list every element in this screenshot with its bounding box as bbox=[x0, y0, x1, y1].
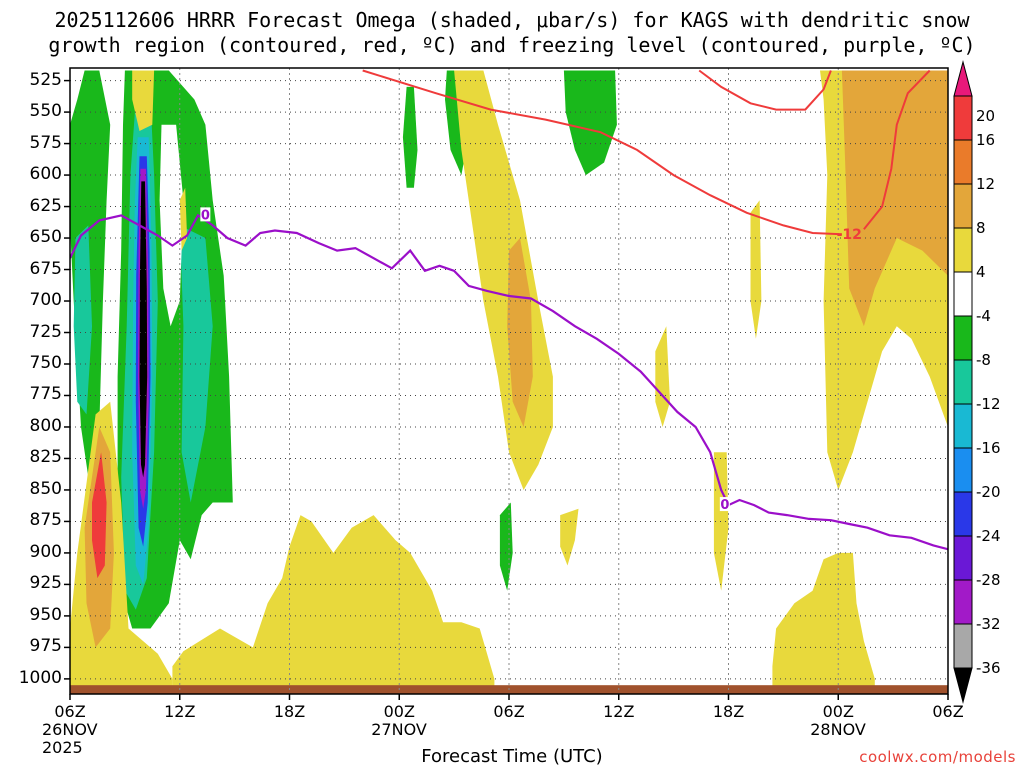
y-tick-label-950: 950 bbox=[29, 604, 62, 625]
omega-region-yellow-top-morning bbox=[132, 70, 155, 131]
colorbar-box bbox=[953, 183, 973, 229]
dendritic-contour-segment bbox=[362, 69, 842, 236]
y-tick-label-925: 925 bbox=[29, 573, 62, 594]
colorbar-label: -16 bbox=[976, 439, 1001, 457]
omega-region-green-ascent-0830z bbox=[563, 70, 617, 176]
x-date-label: 27NOV bbox=[371, 720, 427, 739]
y-tick-label-875: 875 bbox=[29, 510, 62, 531]
colorbar-box bbox=[953, 95, 973, 141]
omega-region-yellow-small-09z bbox=[560, 508, 579, 566]
colorbar-box bbox=[953, 623, 973, 669]
x-tick-label: 06Z bbox=[932, 702, 964, 721]
dendritic-contour-label: -12 bbox=[837, 227, 862, 243]
colorbar-box bbox=[953, 139, 973, 185]
x-tick-label: 00Z bbox=[822, 702, 854, 721]
colorbar-box bbox=[953, 403, 973, 449]
y-tick-label-700: 700 bbox=[29, 290, 62, 311]
y-tick-label-550: 550 bbox=[29, 101, 62, 122]
freezing-label-bg bbox=[719, 497, 730, 512]
colorbar-box bbox=[953, 491, 973, 537]
y-tick-label-800: 800 bbox=[29, 415, 62, 436]
x-date-label: 26NOV bbox=[42, 720, 98, 739]
y-tick-label-750: 750 bbox=[29, 352, 62, 373]
colorbar-label: 4 bbox=[976, 263, 986, 281]
chart-title-line-1: 2025112606 HRRR Forecast Omega (shaded, … bbox=[54, 8, 970, 32]
colorbar bbox=[953, 60, 973, 704]
colorbar-label: -28 bbox=[976, 571, 1001, 589]
x-tick-label: 18Z bbox=[273, 702, 306, 721]
x-tick-label: 06Z bbox=[493, 702, 525, 721]
y-tick-label-600: 600 bbox=[29, 164, 62, 185]
colorbar-label: 12 bbox=[976, 175, 996, 193]
dendritic-contour-segment bbox=[863, 69, 931, 230]
omega-region-teal-ascent-side bbox=[179, 225, 213, 503]
dendritic-growth-contour bbox=[362, 69, 931, 236]
x-date-label: 28NOV bbox=[810, 720, 866, 739]
omega-region-yellow-small-1730z bbox=[713, 452, 729, 591]
omega-region-yellow-small-1230z bbox=[179, 187, 188, 251]
colorbar-label: 16 bbox=[976, 131, 996, 149]
y-tick-label-725: 725 bbox=[29, 321, 62, 342]
omega-region-red-low-left bbox=[92, 452, 107, 579]
omega-region-yellow-low-level bbox=[172, 515, 495, 694]
y-tick-label-525: 525 bbox=[29, 69, 62, 90]
colorbar-label: -12 bbox=[976, 395, 1001, 413]
colorbar-bottom-arrow bbox=[953, 667, 973, 704]
y-tick-label-850: 850 bbox=[29, 478, 62, 499]
freezing-contour-label: 0 bbox=[201, 208, 210, 223]
chart-title-line-2: growth region (contoured, red, ºC) and f… bbox=[48, 33, 976, 57]
colorbar-box bbox=[953, 579, 973, 625]
y-tick-label-900: 900 bbox=[29, 541, 62, 562]
freezing-contour-label: 0 bbox=[720, 498, 729, 513]
omega-region-yellow-low-28nov bbox=[772, 552, 875, 694]
y-tick-label-675: 675 bbox=[29, 258, 62, 279]
colorbar-label: -36 bbox=[976, 659, 1001, 677]
colorbar-label: -20 bbox=[976, 483, 1001, 501]
omega-region-goldenrod-descent-28nov bbox=[841, 70, 948, 327]
shaded-omega-layer bbox=[70, 70, 948, 694]
omega-region-black-ascent-core bbox=[139, 181, 148, 478]
x-tick-label: 12Z bbox=[603, 702, 635, 721]
omega-region-yellow-small-1530z bbox=[655, 326, 670, 427]
colorbar-box bbox=[953, 359, 973, 405]
omega-region-teal-ascent-left bbox=[73, 225, 92, 415]
colorbar-box bbox=[953, 271, 973, 317]
colorbar-box bbox=[953, 315, 973, 361]
colorbar-label: -4 bbox=[976, 307, 991, 325]
colorbar-label: 8 bbox=[976, 219, 986, 237]
y-tick-label-650: 650 bbox=[29, 227, 62, 248]
y-tick-label-825: 825 bbox=[29, 447, 62, 468]
colorbar-label: -8 bbox=[976, 351, 991, 369]
grid-lines bbox=[70, 68, 948, 694]
colorbar-box bbox=[953, 535, 973, 581]
y-tick-label-1000: 1000 bbox=[18, 667, 62, 688]
dendritic-contour-segment bbox=[698, 69, 832, 111]
x-tick-label: 00Z bbox=[383, 702, 415, 721]
y-tick-label-775: 775 bbox=[29, 384, 62, 405]
colorbar-box bbox=[953, 447, 973, 493]
y-tick-label-975: 975 bbox=[29, 636, 62, 657]
x-tick-label: 12Z bbox=[164, 702, 196, 721]
colorbar-label: -24 bbox=[976, 527, 1001, 545]
colorbar-top-arrow bbox=[953, 60, 973, 97]
x-axis-title: Forecast Time (UTC) bbox=[421, 746, 603, 767]
y-tick-label-625: 625 bbox=[29, 195, 62, 216]
colorbar-label: 20 bbox=[976, 107, 996, 125]
x-tick-label: 06Z bbox=[54, 702, 86, 721]
y-tick-label-575: 575 bbox=[29, 132, 62, 153]
colorbar-label: -32 bbox=[976, 615, 1001, 633]
x-tick-label: 18Z bbox=[712, 702, 745, 721]
credit-link[interactable]: coolwx.com/models bbox=[859, 748, 1016, 766]
omega-region-green-ascent-1920z bbox=[402, 86, 418, 188]
freezing-label-bg bbox=[200, 207, 211, 222]
colorbar-box bbox=[953, 227, 973, 273]
x-year-label: 2025 bbox=[42, 738, 83, 757]
